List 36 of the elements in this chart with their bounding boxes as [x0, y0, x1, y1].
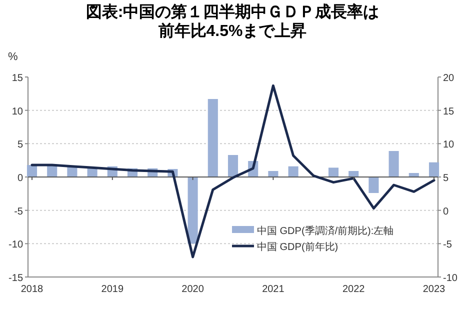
chart-title: 図表:中国の第１四半期中ＧＤＰ成長率は — [86, 2, 380, 21]
line-series — [30, 84, 436, 258]
y-tick-label: -5 — [14, 206, 24, 218]
y2-tick-label: 10 — [443, 140, 455, 151]
y2-tick-label: -10 — [443, 273, 458, 284]
y-tick-label: 0 — [17, 173, 24, 184]
chart-subtitle: 前年比4.5%まで上昇 — [157, 22, 307, 40]
y-axis-title: % — [8, 51, 18, 63]
y-tick-label: 15 — [12, 73, 24, 84]
x-tick-label: 2019 — [101, 284, 124, 295]
legend-label: 中国 GDP(季調済/前期比):左軸 — [257, 225, 394, 237]
bar — [208, 99, 218, 177]
bar — [388, 151, 399, 177]
y2-tick-label: 15 — [443, 106, 455, 118]
bar — [348, 171, 359, 177]
y-tick-label: -15 — [8, 273, 24, 284]
bar — [228, 155, 238, 177]
y2-tick-label: 0 — [443, 206, 449, 218]
x-tick-label: 2018 — [20, 284, 44, 295]
y2-tick-label: -5 — [443, 240, 452, 251]
x-tick-label: 2023 — [422, 284, 446, 295]
x-tick-label: 2021 — [262, 284, 285, 295]
bar — [368, 177, 379, 193]
legend-label: 中国 GDP(前年比) — [257, 241, 338, 253]
x-tick-label: 2022 — [342, 284, 366, 295]
y-tick-label: 10 — [12, 106, 24, 118]
y2-tick-label: 5 — [443, 173, 449, 184]
bar — [328, 168, 339, 177]
bar — [288, 166, 298, 177]
y2-tick-label: 20 — [443, 73, 455, 84]
y-tick-label: 5 — [17, 140, 24, 151]
bar — [428, 162, 440, 177]
x-tick-label: 2020 — [182, 284, 204, 295]
y-tick-label: -10 — [8, 240, 24, 251]
bar — [188, 177, 198, 244]
bar — [268, 171, 278, 177]
